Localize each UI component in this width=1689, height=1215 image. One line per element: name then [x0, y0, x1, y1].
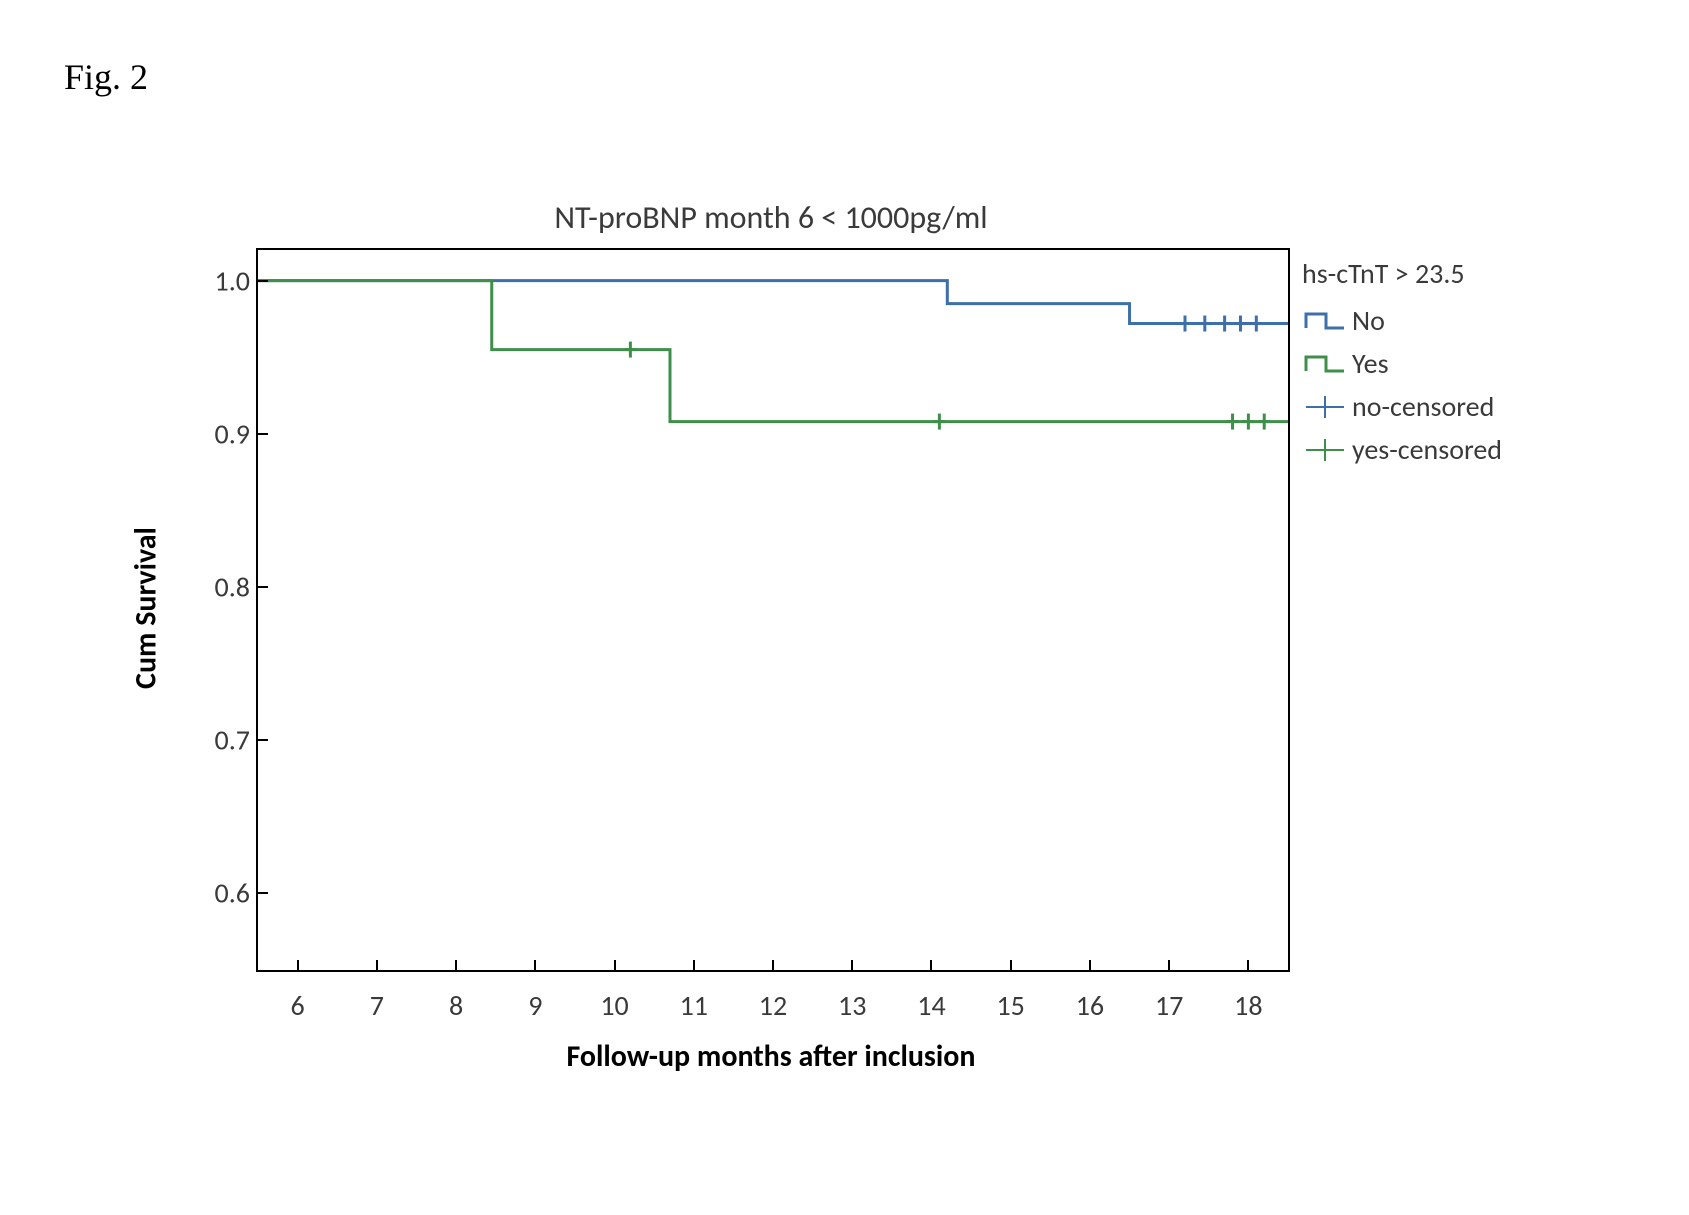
x-tick-label: 6	[291, 988, 305, 1023]
y-tick-label: 0.9	[215, 416, 250, 451]
x-tick-label: 17	[1155, 988, 1183, 1023]
legend-label: yes-censored	[1352, 432, 1502, 467]
x-tick-mark	[297, 960, 299, 972]
censored-mark-yes	[933, 414, 945, 430]
censored-mark-yes	[1258, 414, 1270, 430]
censored-mark-no	[1219, 316, 1231, 332]
y-tick-label: 0.6	[215, 876, 250, 911]
x-tick-mark	[534, 960, 536, 972]
y-axis-title: Cum Survival	[128, 527, 165, 689]
legend-item: Yes	[1302, 346, 1502, 381]
legend-plus-icon	[1302, 435, 1348, 465]
x-tick-label: 13	[838, 988, 866, 1023]
series-line-yes	[258, 281, 1288, 422]
x-tick-mark	[693, 960, 695, 972]
x-tick-label: 11	[680, 988, 708, 1023]
x-tick-mark	[772, 960, 774, 972]
legend-item: No	[1302, 303, 1502, 338]
x-tick-mark	[455, 960, 457, 972]
y-tick-label: 1.0	[215, 263, 250, 298]
legend-step-icon	[1302, 306, 1348, 336]
x-tick-label: 12	[759, 988, 787, 1023]
y-tick-mark	[256, 892, 268, 894]
series-line-no	[258, 281, 1288, 324]
y-tick-mark	[256, 433, 268, 435]
y-tick-label: 0.7	[215, 723, 250, 758]
chart-title: NT-proBNP month 6 < 1000pg/ml	[256, 198, 1286, 237]
x-tick-mark	[1010, 960, 1012, 972]
censored-mark-yes	[1242, 414, 1254, 430]
legend-plus-icon	[1302, 392, 1348, 422]
x-tick-mark	[614, 960, 616, 972]
x-tick-label: 18	[1234, 988, 1262, 1023]
x-axis-title: Follow-up months after inclusion	[567, 1038, 976, 1075]
x-tick-mark	[1168, 960, 1170, 972]
x-tick-mark	[376, 960, 378, 972]
censored-mark-no	[1250, 316, 1262, 332]
survival-chart: NT-proBNP month 6 < 1000pg/ml 0.60.70.80…	[0, 0, 1689, 1215]
y-tick-label: 0.8	[215, 570, 250, 605]
legend-title: hs-cTnT > 23.5	[1302, 256, 1502, 291]
censored-mark-no	[1199, 316, 1211, 332]
censored-mark-no	[1234, 316, 1246, 332]
x-tick-label: 8	[449, 988, 463, 1023]
legend-item: no-censored	[1302, 389, 1502, 424]
legend-label: no-censored	[1352, 389, 1494, 424]
x-tick-mark	[930, 960, 932, 972]
legend-label: Yes	[1352, 346, 1389, 381]
x-tick-label: 16	[1076, 988, 1104, 1023]
plot-svg	[258, 250, 1288, 970]
censored-mark-yes	[1227, 414, 1239, 430]
legend-item: yes-censored	[1302, 432, 1502, 467]
legend-step-icon	[1302, 349, 1348, 379]
x-tick-mark	[1089, 960, 1091, 972]
legend-label: No	[1352, 303, 1385, 338]
y-tick-mark	[256, 586, 268, 588]
censored-mark-yes	[624, 342, 636, 358]
censored-mark-no	[1179, 316, 1191, 332]
plot-area: 0.60.70.80.91.06789101112131415161718	[256, 248, 1290, 972]
y-tick-mark	[256, 280, 268, 282]
x-tick-mark	[1247, 960, 1249, 972]
x-tick-label: 9	[528, 988, 542, 1023]
legend: hs-cTnT > 23.5 No Yes no-censored yes-censo…	[1302, 256, 1502, 475]
x-tick-label: 7	[370, 988, 384, 1023]
x-tick-mark	[851, 960, 853, 972]
x-tick-label: 15	[996, 988, 1024, 1023]
x-tick-label: 14	[917, 988, 945, 1023]
y-tick-mark	[256, 739, 268, 741]
x-tick-label: 10	[600, 988, 628, 1023]
